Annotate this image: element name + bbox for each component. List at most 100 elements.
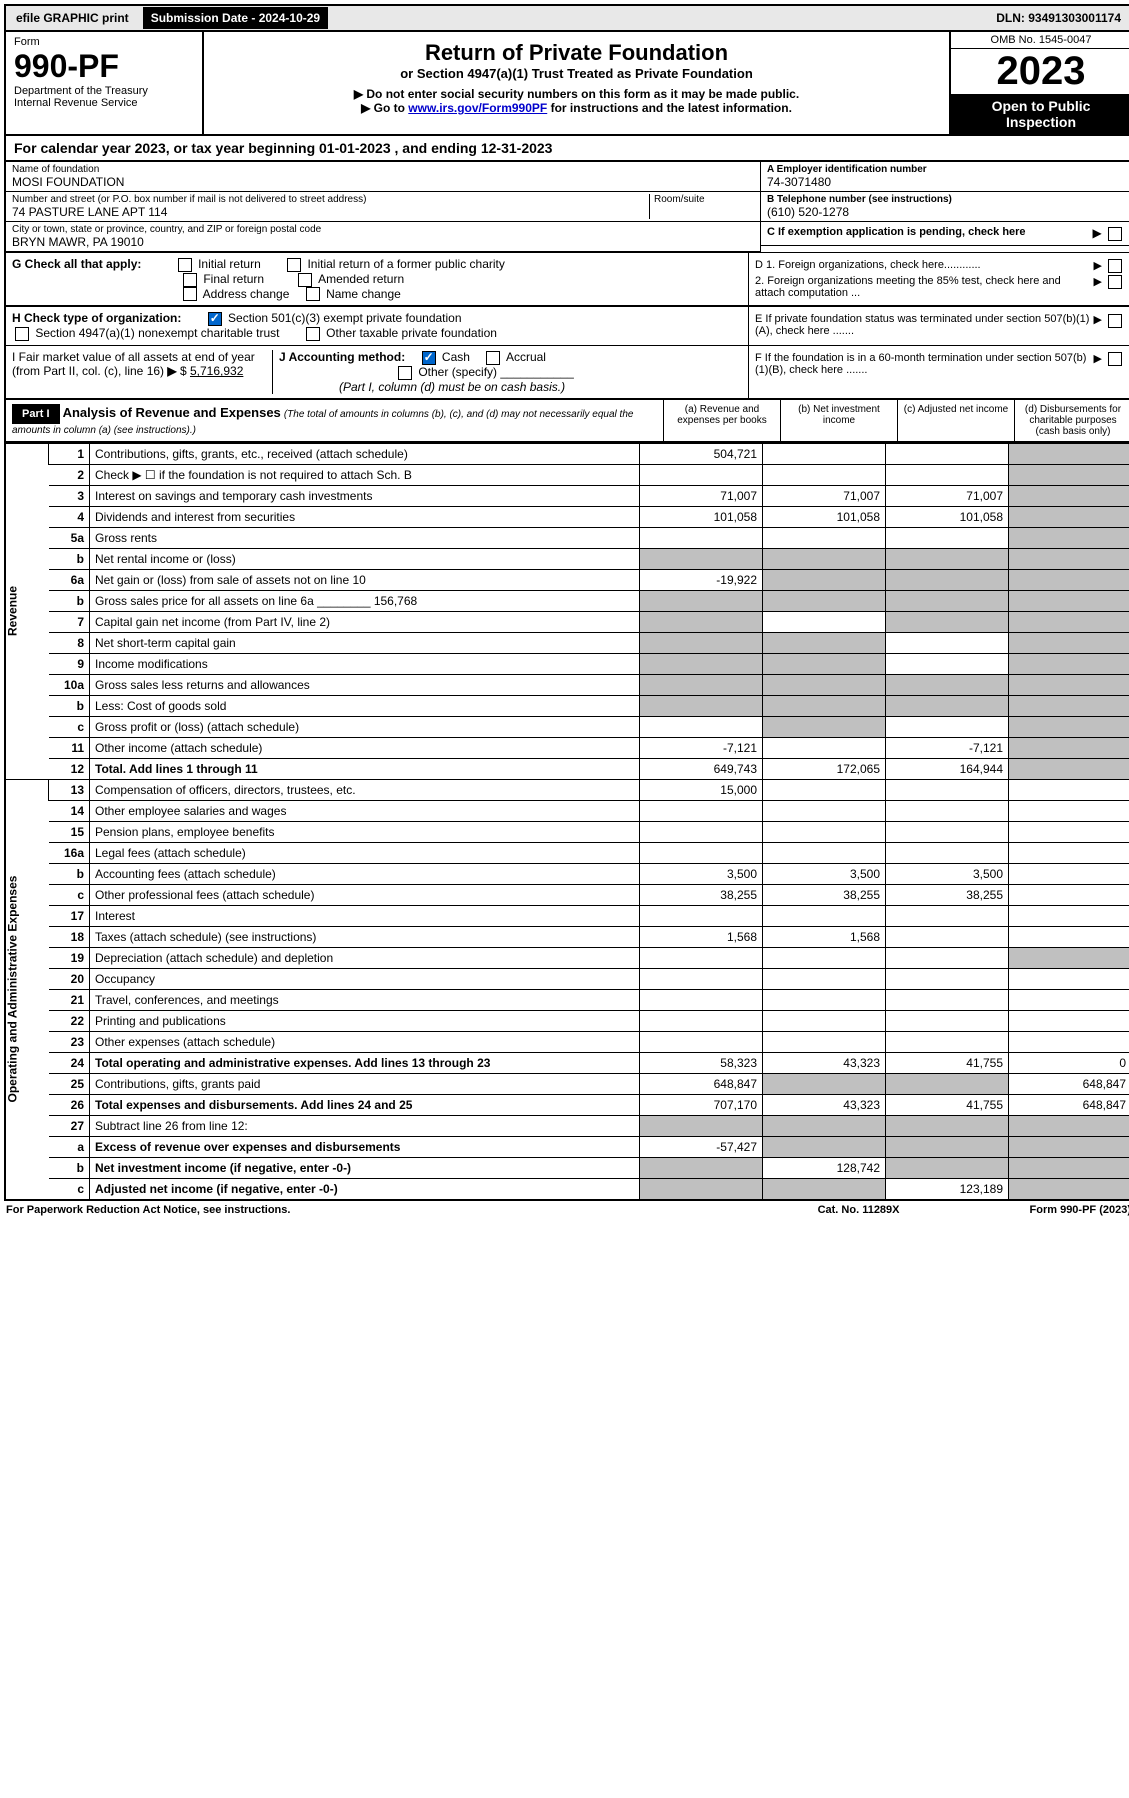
- h-other-checkbox[interactable]: [306, 327, 320, 341]
- d1-label: D 1. Foreign organizations, check here..…: [755, 259, 1089, 271]
- table-row: 26Total expenses and disbursements. Add …: [5, 1094, 1129, 1115]
- top-bar: efile GRAPHIC print Submission Date - 20…: [4, 4, 1129, 32]
- part1-tag: Part I: [12, 404, 60, 424]
- city-label: City or town, state or province, country…: [12, 224, 754, 235]
- g-address-change[interactable]: [183, 287, 197, 301]
- h-opt3: Other taxable private foundation: [326, 326, 497, 340]
- j-other: Other (specify): [418, 365, 497, 379]
- g-opt-3: Amended return: [318, 272, 404, 286]
- irs: Internal Revenue Service: [14, 97, 194, 109]
- table-row: 23Other expenses (attach schedule): [5, 1031, 1129, 1052]
- fmv-value: 5,716,932: [190, 364, 243, 378]
- table-row: bNet rental income or (loss): [5, 548, 1129, 569]
- table-row: bAccounting fees (attach schedule)3,5003…: [5, 863, 1129, 884]
- g-initial-former[interactable]: [287, 258, 301, 272]
- j-other-checkbox[interactable]: [398, 366, 412, 380]
- table-row: 22Printing and publications: [5, 1010, 1129, 1031]
- table-row: bGross sales price for all assets on lin…: [5, 590, 1129, 611]
- form-number: 990-PF: [14, 48, 194, 85]
- omb-number: OMB No. 1545-0047: [951, 32, 1129, 49]
- h-4947-checkbox[interactable]: [15, 327, 29, 341]
- h-label: H Check type of organization:: [12, 311, 181, 325]
- efile-label: efile GRAPHIC print: [10, 9, 135, 27]
- phone-label: B Telephone number (see instructions): [767, 194, 1125, 205]
- table-row: 18Taxes (attach schedule) (see instructi…: [5, 926, 1129, 947]
- table-row: 14Other employee salaries and wages: [5, 800, 1129, 821]
- h-501c3-checkbox[interactable]: [208, 312, 222, 326]
- h-opt1: Section 501(c)(3) exempt private foundat…: [228, 311, 461, 325]
- instr2-pre: ▶ Go to: [361, 101, 408, 115]
- table-row: 27Subtract line 26 from line 12:: [5, 1115, 1129, 1136]
- g-initial-return[interactable]: [178, 258, 192, 272]
- table-row: aExcess of revenue over expenses and dis…: [5, 1136, 1129, 1157]
- footer-cat: Cat. No. 11289X: [818, 1204, 900, 1216]
- table-row: 3Interest on savings and temporary cash …: [5, 485, 1129, 506]
- dln: DLN: 93491303001174: [990, 9, 1127, 27]
- d2-checkbox[interactable]: [1108, 275, 1122, 289]
- table-row: cOther professional fees (attach schedul…: [5, 884, 1129, 905]
- c-label: C If exemption application is pending, c…: [767, 226, 1088, 238]
- table-row: cAdjusted net income (if negative, enter…: [5, 1178, 1129, 1200]
- table-row: 2Check ▶ ☐ if the foundation is not requ…: [5, 464, 1129, 485]
- table-row: 15Pension plans, employee benefits: [5, 821, 1129, 842]
- f-checkbox[interactable]: [1108, 352, 1122, 366]
- form-word: Form: [14, 36, 194, 48]
- irs-link[interactable]: www.irs.gov/Form990PF: [408, 101, 547, 115]
- c-checkbox[interactable]: [1108, 227, 1122, 241]
- e-label: E If private foundation status was termi…: [755, 313, 1089, 337]
- j-cash-checkbox[interactable]: [422, 351, 436, 365]
- instr2-post: for instructions and the latest informat…: [547, 101, 792, 115]
- g-opt-4: Address change: [203, 287, 290, 301]
- submission-date: Submission Date - 2024-10-29: [143, 7, 328, 29]
- table-row: Operating and Administrative Expenses13C…: [5, 779, 1129, 800]
- footer: For Paperwork Reduction Act Notice, see …: [4, 1201, 1129, 1219]
- j-label: J Accounting method:: [279, 350, 405, 364]
- table-row: 4Dividends and interest from securities1…: [5, 506, 1129, 527]
- main-table: Revenue1Contributions, gifts, grants, et…: [4, 443, 1129, 1201]
- addr-label: Number and street (or P.O. box number if…: [12, 194, 649, 205]
- col-b-head: (b) Net investment income: [780, 400, 897, 441]
- table-row: 10aGross sales less returns and allowanc…: [5, 674, 1129, 695]
- i-dollar: $: [180, 364, 187, 378]
- ein-value: 74-3071480: [767, 175, 1125, 189]
- j-cash: Cash: [442, 350, 470, 364]
- i-arrow: ▶: [167, 364, 176, 378]
- j-accrual-checkbox[interactable]: [486, 351, 500, 365]
- part1-title: Analysis of Revenue and Expenses: [63, 405, 281, 420]
- g-name-change[interactable]: [306, 287, 320, 301]
- g-opt-1: Initial return of a former public charit…: [307, 257, 504, 271]
- table-row: cGross profit or (loss) (attach schedule…: [5, 716, 1129, 737]
- table-row: 5aGross rents: [5, 527, 1129, 548]
- g-opt-2: Final return: [203, 272, 264, 286]
- table-row: 7Capital gain net income (from Part IV, …: [5, 611, 1129, 632]
- table-row: 9Income modifications: [5, 653, 1129, 674]
- table-row: 17Interest: [5, 905, 1129, 926]
- table-row: 12Total. Add lines 1 through 11649,74317…: [5, 758, 1129, 779]
- open-to-public: Open to Public Inspection: [951, 94, 1129, 134]
- dept: Department of the Treasury: [14, 85, 194, 97]
- ein-label: A Employer identification number: [767, 164, 1125, 175]
- instruction-1: ▶ Do not enter social security numbers o…: [212, 87, 941, 101]
- table-row: 19Depreciation (attach schedule) and dep…: [5, 947, 1129, 968]
- j-accrual: Accrual: [506, 350, 546, 364]
- e-checkbox[interactable]: [1108, 314, 1122, 328]
- form-title: Return of Private Foundation: [212, 40, 941, 66]
- h-e-row: H Check type of organization: Section 50…: [4, 307, 1129, 346]
- table-row: 16aLegal fees (attach schedule): [5, 842, 1129, 863]
- g-amended[interactable]: [298, 273, 312, 287]
- table-row: 8Net short-term capital gain: [5, 632, 1129, 653]
- f-label: F If the foundation is in a 60-month ter…: [755, 352, 1089, 376]
- table-row: 21Travel, conferences, and meetings: [5, 989, 1129, 1010]
- address: 74 PASTURE LANE APT 114: [12, 205, 649, 219]
- d1-checkbox[interactable]: [1108, 259, 1122, 273]
- instruction-2: ▶ Go to www.irs.gov/Form990PF for instru…: [212, 101, 941, 115]
- col-c-head: (c) Adjusted net income: [897, 400, 1014, 441]
- tax-year: 2023: [951, 49, 1129, 94]
- g-final-return[interactable]: [183, 273, 197, 287]
- table-row: 6aNet gain or (loss) from sale of assets…: [5, 569, 1129, 590]
- j-note: (Part I, column (d) must be on cash basi…: [339, 380, 565, 394]
- table-row: bNet investment income (if negative, ent…: [5, 1157, 1129, 1178]
- form-header: Form 990-PF Department of the Treasury I…: [4, 32, 1129, 136]
- g-d-block: G Check all that apply: Initial return I…: [4, 252, 1129, 307]
- g-label: G Check all that apply:: [12, 257, 141, 271]
